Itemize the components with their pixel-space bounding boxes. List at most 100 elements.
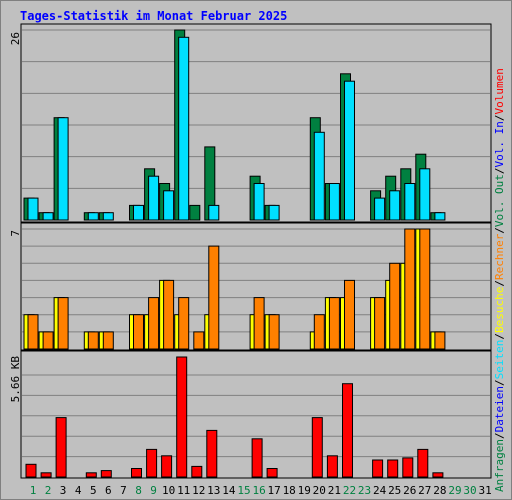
hits-bar-anfragen-day-12 — [189, 204, 201, 221]
visits-bar-rechner-day-24 — [374, 297, 386, 350]
visits-bar-rechner-day-22 — [344, 279, 355, 350]
hits-bar-dateien-day-20 — [313, 131, 325, 221]
visits-panel: 7 — [9, 222, 492, 351]
legend-entry: Seiten — [493, 340, 506, 380]
x-tick-label-day-23: 23 — [358, 484, 371, 497]
volume-bar-volumen-day-27 — [417, 448, 429, 478]
x-tick-label-day-31: 31 — [478, 484, 491, 497]
visits-ymax-label: 7 — [9, 230, 22, 237]
x-tick-label-day-17: 17 — [267, 484, 280, 497]
x-tick-label-day-25: 25 — [388, 484, 401, 497]
hits-bar-dateien-day-16 — [253, 183, 265, 221]
x-tick-label-day-30: 30 — [463, 484, 476, 497]
volume-bar-volumen-day-21 — [326, 455, 338, 478]
legend: Anfragen/Dateien/Seiten/Besuche/Rechner/… — [493, 68, 506, 492]
legend-entry: Dateien — [493, 386, 506, 432]
volume-bar-volumen-day-3 — [55, 417, 67, 478]
volume-bar-volumen-day-11 — [176, 356, 188, 478]
visits-bar-rechner-day-3 — [57, 297, 69, 350]
legend-entry: Rechner — [493, 233, 506, 280]
hits-bar-dateien-day-10 — [163, 190, 175, 221]
visits-bar-rechner-day-5 — [87, 331, 99, 350]
legend-entry: / — [493, 432, 506, 439]
visits-bar-rechner-day-8 — [133, 314, 144, 350]
legend-entry: Besuche — [493, 287, 506, 333]
x-tick-label-day-21: 21 — [328, 484, 341, 497]
legend-entry: / — [493, 114, 506, 121]
visits-bar-rechner-day-28 — [434, 331, 446, 350]
visits-bar-rechner-day-20 — [313, 314, 325, 350]
x-tick-label-day-5: 5 — [90, 484, 97, 497]
visits-bar-rechner-day-17 — [268, 314, 280, 350]
volume-bar-volumen-day-5 — [85, 472, 97, 478]
visits-bar-rechner-day-1 — [27, 314, 39, 350]
volume-bar-volumen-day-13 — [206, 429, 218, 478]
hits-bar-dateien-day-11 — [178, 36, 190, 221]
legend-entry: Vol. In — [493, 121, 506, 167]
x-tick-label-day-6: 6 — [105, 484, 112, 497]
hits-bar-dateien-day-28 — [434, 212, 446, 221]
volume-bar-volumen-day-2 — [40, 472, 52, 478]
hits-bar-dateien-day-8 — [133, 204, 144, 221]
x-tick-label-day-29: 29 — [448, 484, 461, 497]
x-tick-label-day-4: 4 — [75, 484, 82, 497]
volume-panel: 5.66 KB — [9, 350, 492, 479]
x-tick-label-day-2: 2 — [45, 484, 52, 497]
volume-bar-volumen-day-8 — [131, 468, 142, 478]
visits-bar-rechner-day-9 — [148, 297, 160, 350]
x-tick-label-day-11: 11 — [177, 484, 190, 497]
x-tick-label-day-26: 26 — [403, 484, 416, 497]
visits-bar-rechner-day-26 — [404, 228, 416, 350]
visits-bar-rechner-day-13 — [208, 245, 220, 350]
hits-bar-dateien-day-17 — [268, 204, 280, 221]
hits-bar-dateien-day-13 — [208, 204, 220, 221]
volume-bar-volumen-day-9 — [146, 448, 158, 478]
volume-bar-volumen-day-26 — [402, 457, 414, 478]
hits-bar-dateien-day-3 — [57, 117, 69, 221]
volume-bar-volumen-day-25 — [387, 459, 399, 478]
legend-entry: Volumen — [493, 68, 506, 114]
legend-entry: / — [493, 379, 506, 386]
legend-entry: / — [493, 333, 506, 340]
visits-bar-rechner-day-25 — [389, 262, 401, 350]
volume-gridlines — [22, 374, 490, 458]
x-axis-day-labels: 1 2 3 4 5 6 7 8 9 10 11 12 13 14 15 16 17 18 19 20 21 22 23 24 2… — [30, 484, 492, 497]
x-tick-label-day-7: 7 — [120, 484, 127, 497]
x-tick-label-day-3: 3 — [60, 484, 67, 497]
hits-bar-dateien-day-1 — [27, 197, 39, 221]
legend-entry: / — [493, 280, 506, 287]
hits-bar-dateien-day-24 — [374, 197, 386, 221]
legend-entry: Vol. Out — [493, 174, 506, 227]
x-tick-label-day-18: 18 — [283, 484, 296, 497]
legend-entry: Anfragen — [493, 439, 506, 492]
hits-bar-dateien-day-22 — [344, 80, 355, 221]
x-tick-label-day-19: 19 — [298, 484, 311, 497]
visits-bar-rechner-day-27 — [419, 228, 431, 350]
x-tick-label-day-15: 15 — [237, 484, 250, 497]
volume-bar-volumen-day-1 — [25, 463, 37, 478]
x-tick-label-day-12: 12 — [192, 484, 205, 497]
visits-bars — [23, 228, 446, 350]
hits-bar-dateien-day-2 — [42, 212, 54, 221]
hits-bar-dateien-day-5 — [87, 212, 99, 221]
x-tick-label-day-27: 27 — [418, 484, 431, 497]
visits-bar-rechner-day-2 — [42, 331, 54, 350]
hits-bar-dateien-day-9 — [148, 175, 160, 221]
x-tick-label-day-13: 13 — [207, 484, 220, 497]
volume-bar-volumen-day-16 — [251, 438, 263, 478]
x-tick-label-day-20: 20 — [313, 484, 326, 497]
volume-bar-volumen-day-24 — [372, 459, 384, 478]
visits-bar-rechner-day-16 — [253, 297, 265, 350]
volume-bar-volumen-day-20 — [311, 417, 323, 478]
x-tick-label-day-14: 14 — [222, 484, 236, 497]
volume-bars — [25, 356, 444, 478]
hits-gridlines — [22, 29, 490, 189]
hits-bar-dateien-day-21 — [328, 183, 340, 221]
x-tick-label-day-10: 10 — [162, 484, 175, 497]
visits-bar-rechner-day-12 — [193, 331, 205, 350]
volume-bar-volumen-day-17 — [266, 468, 278, 478]
visits-bar-rechner-day-11 — [178, 297, 190, 350]
visits-bar-rechner-day-21 — [328, 297, 340, 350]
hits-panel: 26 — [9, 23, 492, 223]
